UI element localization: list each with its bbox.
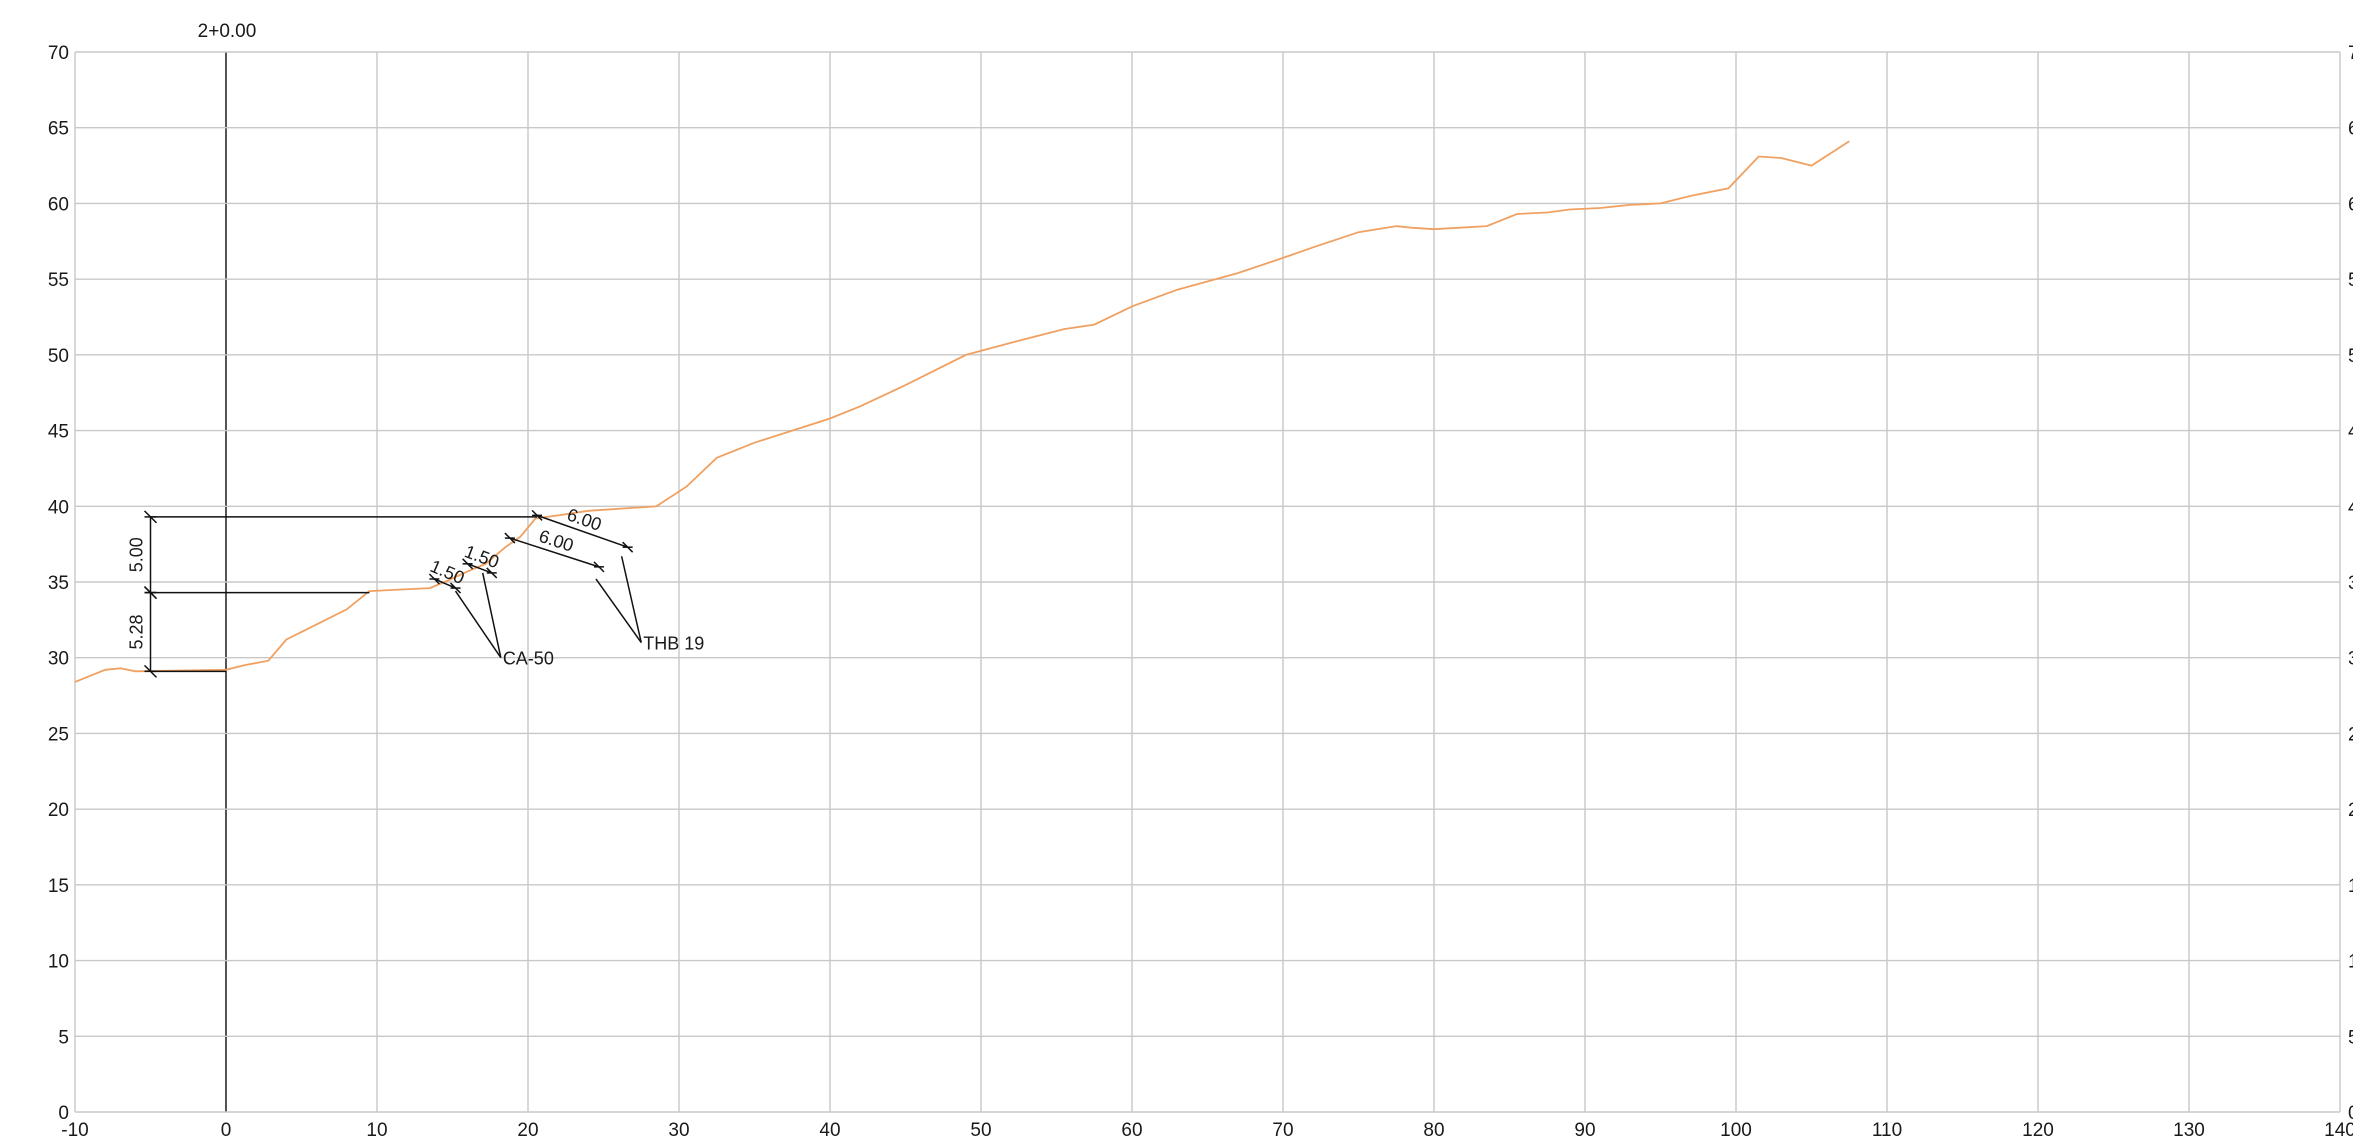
vertical-dimension-label: 5.28 bbox=[127, 614, 147, 649]
x-tick-label: 100 bbox=[1720, 1120, 1752, 1141]
callout-leader bbox=[481, 572, 502, 658]
y-tick-label-right: 20 bbox=[2348, 800, 2353, 821]
y-tick-label-right: 45 bbox=[2348, 422, 2353, 443]
sloped-dimension-label: 6.00 bbox=[537, 526, 576, 556]
x-tick-label: 80 bbox=[1423, 1120, 1444, 1141]
x-tick-label: 10 bbox=[366, 1120, 387, 1141]
y-tick-label: 65 bbox=[48, 119, 69, 140]
callout-label: THB 19 bbox=[643, 634, 704, 654]
ground-profile bbox=[74, 140, 1850, 683]
y-tick-label: 50 bbox=[48, 346, 69, 367]
callout-label: CA-50 bbox=[503, 649, 554, 669]
y-tick-label: 25 bbox=[48, 724, 69, 745]
sloped-dimension-line bbox=[467, 563, 493, 574]
y-tick-label: 10 bbox=[48, 952, 69, 973]
station-label: 2+0.00 bbox=[198, 21, 257, 42]
y-tick-label-right: 5 bbox=[2348, 1027, 2353, 1048]
x-tick-label: 50 bbox=[970, 1120, 991, 1141]
y-tick-label-right: 50 bbox=[2348, 346, 2353, 367]
x-tick-label: 20 bbox=[517, 1120, 538, 1141]
dimension-annotations: 5.00 5.28 6.006.00 1.501.50 CA-50 THB 19 bbox=[127, 504, 704, 678]
y-tick-label-right: 10 bbox=[2348, 952, 2353, 973]
x-tick-label: 0 bbox=[221, 1120, 232, 1141]
x-tick-label: 90 bbox=[1574, 1120, 1595, 1141]
y-tick-label: 0 bbox=[58, 1103, 69, 1124]
y-tick-label-right: 30 bbox=[2348, 649, 2353, 670]
y-tick-label-right: 35 bbox=[2348, 573, 2353, 594]
callout-leader bbox=[454, 590, 502, 659]
y-tick-label-right: 65 bbox=[2348, 119, 2353, 140]
callout-leader bbox=[620, 556, 642, 643]
y-tick-label: 35 bbox=[48, 573, 69, 594]
sloped-dimension-label: 1.50 bbox=[462, 541, 502, 572]
sloped-dimension-label: 1.50 bbox=[427, 556, 467, 588]
vertical-dimension-label: 5.00 bbox=[127, 537, 147, 572]
y-tick-label-right: 70 bbox=[2348, 43, 2353, 64]
y-tick-label-right: 40 bbox=[2348, 497, 2353, 518]
x-tick-label: 110 bbox=[1872, 1120, 1902, 1141]
x-tick-label: -10 bbox=[61, 1120, 88, 1141]
y-tick-label-right: 60 bbox=[2348, 194, 2353, 215]
y-tick-label-right: 55 bbox=[2348, 270, 2353, 291]
y-tick-label-right: 15 bbox=[2348, 876, 2353, 897]
x-tick-label: 140 bbox=[2324, 1120, 2353, 1141]
grid bbox=[74, 51, 2341, 1113]
x-tick-label: 40 bbox=[819, 1120, 840, 1141]
y-tick-label: 70 bbox=[48, 43, 69, 64]
x-tick-label: 60 bbox=[1121, 1120, 1142, 1141]
y-tick-label: 45 bbox=[48, 422, 69, 443]
sloped-dimension-line bbox=[536, 514, 628, 548]
y-tick-label-right: 0 bbox=[2348, 1103, 2353, 1124]
y-tick-label: 55 bbox=[48, 270, 69, 291]
y-tick-label: 15 bbox=[48, 876, 69, 897]
y-tick-label-right: 25 bbox=[2348, 724, 2353, 745]
axis-tick-labels: -100102030405060708090100110120130140005… bbox=[48, 43, 2353, 1141]
x-tick-label: 130 bbox=[2173, 1120, 2205, 1141]
x-tick-label: 70 bbox=[1272, 1120, 1293, 1141]
sloped-dimension-label: 6.00 bbox=[564, 504, 604, 534]
sloped-dimension-line bbox=[434, 578, 456, 589]
y-tick-label: 60 bbox=[48, 194, 69, 215]
x-tick-label: 120 bbox=[2022, 1120, 2054, 1141]
y-tick-label: 30 bbox=[48, 649, 69, 670]
y-tick-label: 40 bbox=[48, 497, 69, 518]
sloped-dimension-line bbox=[509, 537, 600, 568]
y-tick-label: 20 bbox=[48, 800, 69, 821]
callout-leader bbox=[595, 578, 642, 644]
y-tick-label: 5 bbox=[58, 1027, 69, 1048]
x-tick-label: 30 bbox=[668, 1120, 689, 1141]
ground-line bbox=[74, 140, 1850, 683]
